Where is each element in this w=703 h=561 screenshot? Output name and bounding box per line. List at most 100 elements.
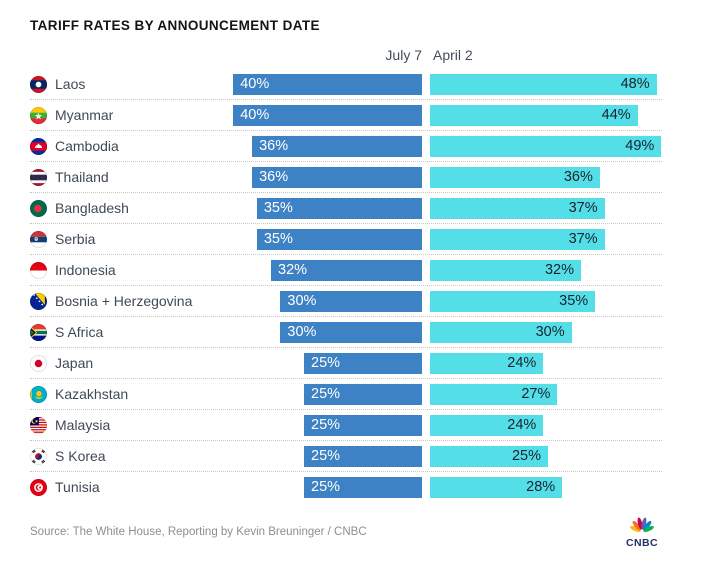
- july7-value: 25%: [311, 417, 341, 433]
- july7-bar: 25%: [304, 352, 422, 374]
- country-cell: Cambodia: [30, 137, 232, 155]
- april2-bar: 24%: [430, 352, 544, 374]
- july7-bar: 25%: [304, 414, 422, 436]
- april2-value: 44%: [601, 107, 631, 123]
- april2-value: 27%: [521, 386, 551, 402]
- july7-bar: 30%: [280, 290, 422, 312]
- cnbc-wordmark: CNBC: [626, 537, 658, 549]
- flag-myanmar-icon: [30, 106, 47, 124]
- april2-value: 32%: [544, 262, 574, 278]
- flag-bosnia-icon: [30, 292, 47, 310]
- country-label: Thailand: [55, 169, 109, 185]
- country-label: Malaysia: [55, 417, 111, 433]
- april2-bar: 24%: [430, 414, 544, 436]
- table-row: Indonesia 32% 32%: [30, 255, 662, 286]
- tariff-chart: July 7 April 2 Laos 40% 48% Myanmar 40% 44% Ca…: [30, 33, 662, 502]
- july7-bar-track: 25%: [232, 476, 422, 498]
- flag-indonesia-icon: [30, 261, 47, 279]
- cnbc-logo: CNBC: [622, 515, 662, 549]
- table-row: Japan 25% 24%: [30, 348, 662, 379]
- july7-value: 35%: [263, 231, 293, 247]
- april2-value: 25%: [511, 448, 541, 464]
- july7-value: 40%: [240, 107, 270, 123]
- april2-bar: 36%: [430, 166, 600, 188]
- country-cell: S Africa: [30, 323, 232, 341]
- table-row: Bosnia + Herzegovina 30% 35%: [30, 286, 662, 317]
- july7-bar-track: 36%: [232, 135, 422, 157]
- flag-japan-icon: [30, 354, 47, 372]
- country-cell: Bangladesh: [30, 199, 232, 217]
- july7-bar-track: 25%: [232, 445, 422, 467]
- footer: Source: The White House, Reporting by Ke…: [30, 515, 662, 549]
- april2-bar: 48%: [430, 73, 657, 95]
- country-label: Cambodia: [55, 138, 119, 154]
- july7-bar-track: 25%: [232, 414, 422, 436]
- july7-bar-track: 40%: [232, 104, 422, 126]
- july7-value: 25%: [311, 386, 341, 402]
- july7-bar: 25%: [304, 476, 422, 498]
- source-text: Source: The White House, Reporting by Ke…: [30, 526, 367, 538]
- april2-value: 30%: [535, 324, 565, 340]
- april2-value: 37%: [568, 231, 598, 247]
- series-header: July 7 April 2: [30, 33, 662, 69]
- country-label: Bangladesh: [55, 200, 129, 216]
- july7-bar: 40%: [233, 73, 422, 95]
- july7-bar: 36%: [252, 135, 422, 157]
- april2-bar: 28%: [430, 476, 563, 498]
- country-label: Myanmar: [55, 107, 114, 123]
- flag-serbia-icon: [30, 230, 47, 248]
- april2-bar-track: 24%: [430, 414, 662, 436]
- july7-value: 30%: [287, 293, 317, 309]
- april2-bar-track: 30%: [430, 321, 662, 343]
- chart-title: TARIFF RATES BY ANNOUNCEMENT DATE: [30, 18, 320, 33]
- country-label: Tunisia: [55, 479, 100, 495]
- april2-bar-track: 25%: [430, 445, 662, 467]
- april2-bar: 37%: [430, 197, 605, 219]
- july7-bar-track: 30%: [232, 321, 422, 343]
- flag-cambodia-icon: [30, 137, 47, 155]
- april2-bar: 35%: [430, 290, 596, 312]
- table-row: Myanmar 40% 44%: [30, 100, 662, 131]
- july7-bar-track: 40%: [232, 73, 422, 95]
- peacock-icon: [627, 515, 657, 538]
- july7-bar: 40%: [233, 104, 422, 126]
- july7-bar: 32%: [271, 259, 422, 281]
- table-row: S Korea 25% 25%: [30, 441, 662, 472]
- series-label-july7: July 7: [385, 47, 422, 63]
- country-cell: Myanmar: [30, 106, 232, 124]
- july7-bar: 25%: [304, 383, 422, 405]
- april2-bar-track: 32%: [430, 259, 662, 281]
- flag-bangladesh-icon: [30, 199, 47, 217]
- april2-bar-track: 48%: [430, 73, 662, 95]
- header-left-wrap: July 7: [232, 47, 422, 63]
- table-row: Tunisia 25% 28%: [30, 472, 662, 502]
- july7-value: 25%: [311, 355, 341, 371]
- april2-bar-track: 24%: [430, 352, 662, 374]
- flag-laos-icon: [30, 75, 47, 93]
- table-row: Serbia 35% 37%: [30, 224, 662, 255]
- april2-bar: 37%: [430, 228, 605, 250]
- country-cell: Kazakhstan: [30, 385, 232, 403]
- chart-rows: Laos 40% 48% Myanmar 40% 44% Cambodia 36% 49% Tha…: [30, 69, 662, 502]
- table-row: Cambodia 36% 49%: [30, 131, 662, 162]
- july7-bar: 30%: [280, 321, 422, 343]
- country-cell: Laos: [30, 75, 232, 93]
- country-label: Serbia: [55, 231, 96, 247]
- july7-value: 25%: [311, 479, 341, 495]
- july7-bar-track: 35%: [232, 197, 422, 219]
- april2-bar: 32%: [430, 259, 581, 281]
- table-row: Laos 40% 48%: [30, 69, 662, 100]
- country-label: Indonesia: [55, 262, 116, 278]
- july7-value: 36%: [259, 169, 289, 185]
- july7-bar-track: 32%: [232, 259, 422, 281]
- july7-bar-track: 25%: [232, 352, 422, 374]
- april2-value: 37%: [568, 200, 598, 216]
- july7-bar: 36%: [252, 166, 422, 188]
- flag-safrica-icon: [30, 323, 47, 341]
- july7-value: 36%: [259, 138, 289, 154]
- country-cell: Bosnia + Herzegovina: [30, 292, 232, 310]
- april2-value: 28%: [526, 479, 556, 495]
- april2-bar: 30%: [430, 321, 572, 343]
- july7-bar-track: 36%: [232, 166, 422, 188]
